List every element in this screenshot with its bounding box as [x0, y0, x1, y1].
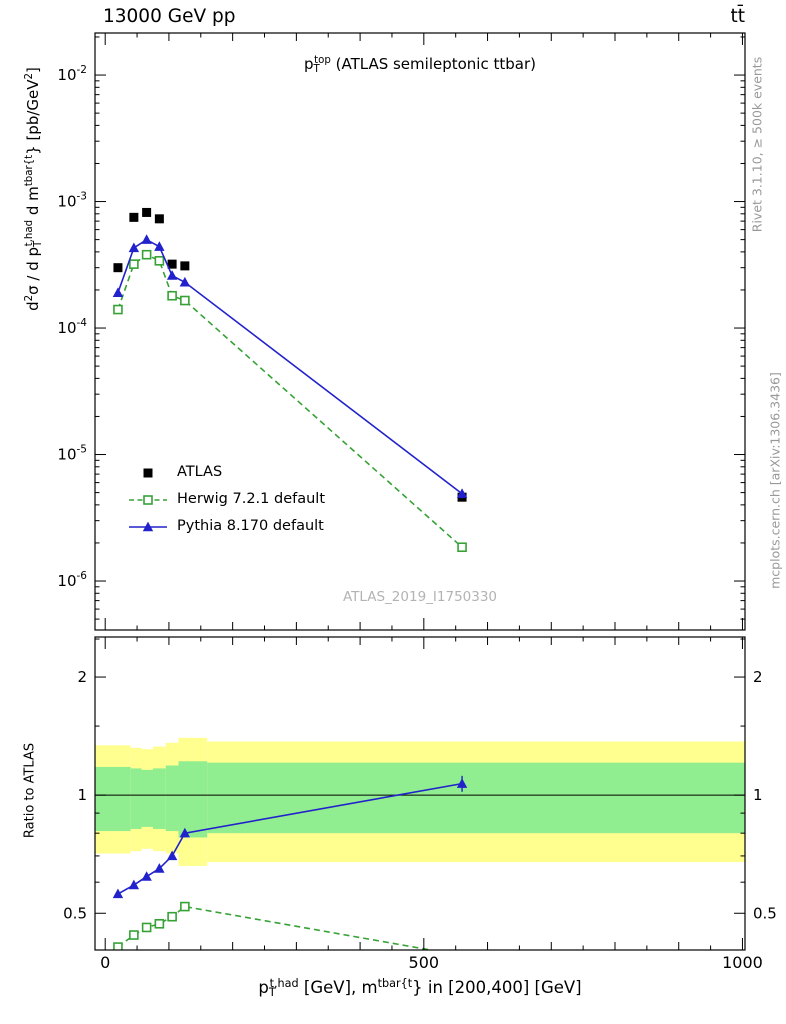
- y-tick-label: 10-5: [57, 444, 87, 464]
- ratio-axis-label: Ratio to ATLAS: [22, 742, 38, 839]
- ratio-series-herwig-7-2-1-default: [113, 901, 436, 950]
- atlas-marker-icon: [128, 465, 168, 479]
- label-fragment: p: [258, 978, 269, 997]
- main-panel-frame: [94, 32, 746, 631]
- legend-label-herwig: Herwig 7.2.1 default: [177, 490, 326, 507]
- ratio-panel-frame: [94, 636, 746, 951]
- x-tick-label: 0: [100, 953, 110, 972]
- y-axis-label: d2σ / d pTt,had d mtbar{t} [pb/GeV2]: [24, 21, 44, 357]
- label-fragment: σ / d p: [24, 246, 42, 295]
- plot-title: pTtop (ATLAS semileptonic ttbar): [95, 55, 745, 75]
- ratio-tick-label-left: 2: [77, 668, 87, 686]
- legend-item-herwig: Herwig 7.2.1 default: [128, 485, 325, 512]
- rivet-version-note: Rivet 3.1.10, ≥ 500k events: [749, 56, 765, 233]
- ratio-tick-label-left: 1: [77, 786, 87, 804]
- label-fragment: d: [24, 301, 42, 311]
- y-tick-label: 10-6: [57, 570, 87, 590]
- y-tick-label: 10-2: [57, 64, 87, 84]
- legend-item-atlas: ATLAS: [128, 458, 325, 485]
- ratio-tick-label-left: 0.5: [63, 904, 87, 922]
- legend-label-atlas: ATLAS: [177, 463, 223, 480]
- label-fragment: tbar{t: [24, 154, 36, 187]
- label-fragment: t,had: [24, 219, 36, 247]
- label-fragment: d m: [24, 186, 42, 220]
- main-series-herwig-7-2-1-default: [113, 249, 467, 553]
- label-fragment: 2: [24, 294, 36, 302]
- label-fragment: p: [304, 55, 314, 73]
- legend: ATLAS Herwig 7.2.1 default Pythia 8.170 …: [128, 458, 325, 539]
- ratio-tick-label-right: 2: [753, 668, 763, 686]
- analysis-watermark: ATLAS_2019_I1750330: [342, 589, 498, 605]
- herwig-marker-icon: [128, 492, 168, 506]
- y-tick-label: 10-4: [57, 317, 87, 337]
- label-fragment: tbar{t: [377, 976, 413, 990]
- beam-energy-label: 13000 GeV pp: [103, 6, 236, 27]
- x-axis-label: pTt,had [GeV], mtbar{t} in [200,400] [Ge…: [145, 976, 695, 999]
- ratio-series-pythia-8-170-default: [112, 775, 468, 899]
- label-fragment: 2: [24, 73, 36, 80]
- label-fragment: (ATLAS semileptonic ttbar): [330, 55, 536, 73]
- label-fragment: t,had: [269, 976, 299, 990]
- x-tick-label: 1000: [722, 953, 763, 972]
- label-fragment: [GeV], m: [298, 978, 378, 997]
- label-fragment: T: [313, 63, 320, 75]
- label-fragment: T: [268, 985, 276, 999]
- process-label: tt̄: [730, 6, 745, 27]
- legend-label-pythia: Pythia 8.170 default: [177, 517, 324, 534]
- legend-item-pythia: Pythia 8.170 default: [128, 512, 325, 539]
- y-tick-label: 10-3: [57, 191, 87, 211]
- label-fragment: } in [200,400] [GeV]: [412, 978, 582, 997]
- x-tick-label: 500: [409, 953, 440, 972]
- label-fragment: } [pb/GeV: [24, 79, 42, 155]
- ratio-tick-label-right: 1: [753, 786, 763, 804]
- main-series-pythia-8-170-default: [112, 234, 468, 499]
- pythia-marker-icon: [128, 519, 168, 533]
- label-fragment: top: [314, 55, 331, 67]
- mcplots-note: mcplots.cern.ch [arXiv:1306.3436]: [767, 372, 783, 589]
- ratio-uncertainty-bands: [95, 737, 745, 866]
- ratio-tick-label-right: 0.5: [753, 904, 777, 922]
